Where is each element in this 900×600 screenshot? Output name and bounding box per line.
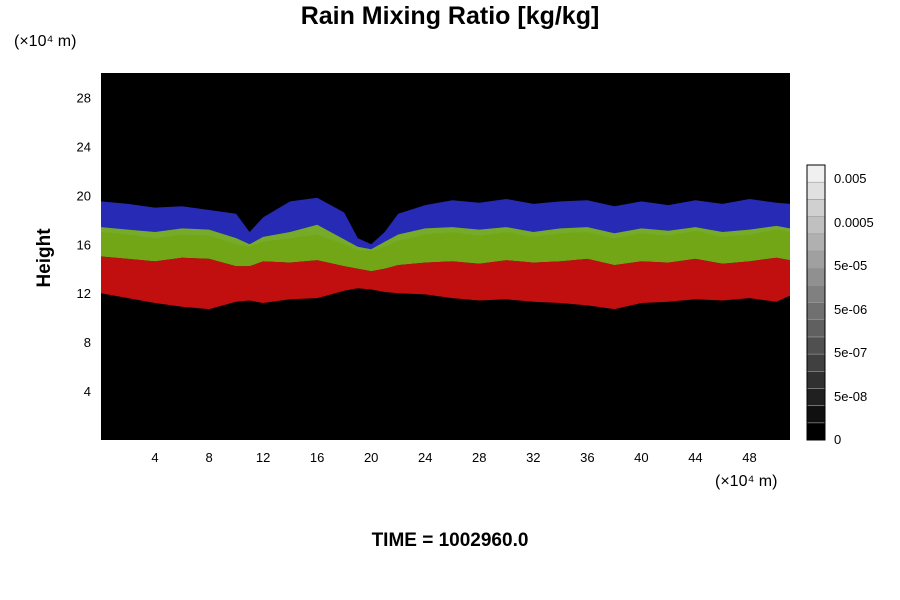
x-tick-label: 16 bbox=[310, 450, 324, 465]
x-tick-label: 48 bbox=[742, 450, 756, 465]
x-axis-unit: (×10⁴ m) bbox=[715, 473, 778, 490]
data-band-1 bbox=[101, 224, 790, 272]
y-axis-label: Height bbox=[34, 228, 55, 288]
colorbar-swatch bbox=[806, 199, 826, 217]
colorbar-swatch bbox=[806, 319, 826, 338]
colorbar-swatch bbox=[806, 388, 826, 406]
y-tick-label: 28 bbox=[77, 90, 91, 105]
colorbar-swatch bbox=[806, 370, 826, 389]
x-tick-label: 12 bbox=[256, 450, 270, 465]
y-axis-unit: (×10⁴ m) bbox=[14, 33, 77, 50]
colorbar-frame bbox=[806, 164, 826, 441]
y-tick-label: 20 bbox=[77, 188, 91, 203]
colorbar-swatch bbox=[806, 164, 826, 183]
x-tick-label: 36 bbox=[580, 450, 594, 465]
x-tick-label: 40 bbox=[634, 450, 648, 465]
x-tick-label: 4 bbox=[151, 450, 158, 465]
colorbar-label: 0 bbox=[834, 432, 841, 447]
colorbar-label: 0.005 bbox=[834, 171, 867, 186]
colorbar-label: 5e-07 bbox=[834, 345, 867, 360]
time-label: TIME = 1002960.0 bbox=[371, 530, 529, 551]
colorbar-swatch bbox=[806, 353, 826, 372]
y-tick-label: 16 bbox=[77, 237, 91, 252]
colorbar-swatch bbox=[806, 336, 826, 355]
colorbar-swatch bbox=[806, 250, 826, 269]
x-tick-label: 24 bbox=[418, 450, 432, 465]
colorbar-label: 5e-05 bbox=[834, 258, 867, 273]
colorbar-swatch bbox=[806, 302, 826, 321]
colorbar-swatch bbox=[806, 422, 826, 441]
data-band-2 bbox=[101, 256, 790, 310]
colorbar-swatch bbox=[806, 233, 826, 252]
colorbar-swatch bbox=[806, 267, 826, 286]
colorbar-label: 5e-08 bbox=[834, 389, 867, 404]
colorbar-swatch bbox=[806, 216, 826, 235]
colorbar-label: 0.0005 bbox=[834, 215, 874, 230]
chart-title: Rain Mixing Ratio [kg/kg] bbox=[300, 2, 600, 30]
y-tick-label: 4 bbox=[84, 384, 91, 399]
y-tick-label: 24 bbox=[77, 139, 91, 154]
x-tick-label: 20 bbox=[364, 450, 378, 465]
colorbar-swatch bbox=[806, 405, 826, 424]
colorbar-label: 5e-06 bbox=[834, 302, 867, 317]
x-tick-label: 44 bbox=[688, 450, 702, 465]
y-tick-label: 12 bbox=[77, 286, 91, 301]
colorbar-swatch bbox=[806, 181, 826, 200]
x-tick-label: 8 bbox=[205, 450, 212, 465]
x-tick-label: 28 bbox=[472, 450, 486, 465]
y-tick-label: 8 bbox=[84, 335, 91, 350]
colorbar: 0.005 0.0005 5e-05 5e-06 5e-07 5e-08 0 bbox=[806, 164, 874, 447]
colorbar-swatch bbox=[806, 284, 826, 303]
x-tick-label: 32 bbox=[526, 450, 540, 465]
